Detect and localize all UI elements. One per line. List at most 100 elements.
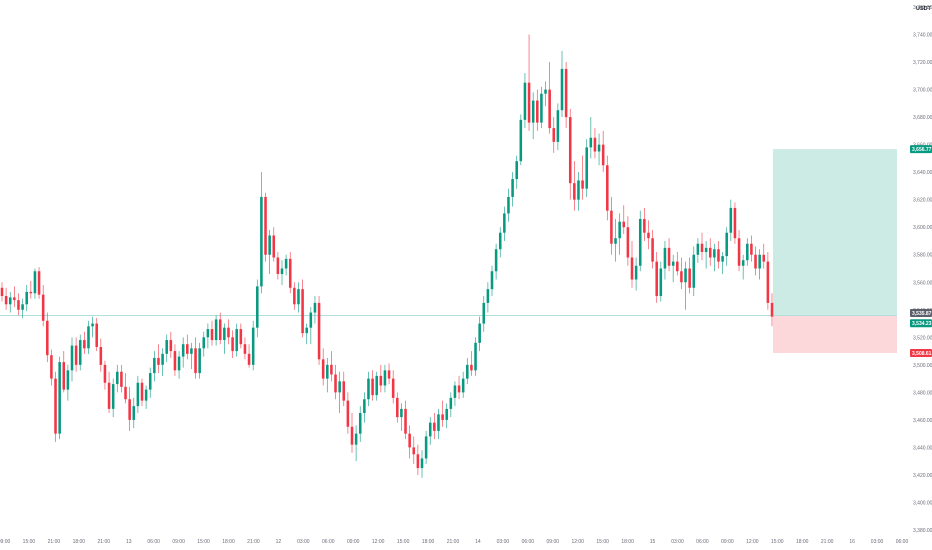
candle [589, 117, 593, 159]
time-axis-label: 18:00 [621, 539, 634, 545]
candle [519, 114, 523, 166]
candle [531, 92, 535, 140]
candle [445, 403, 448, 429]
candle [511, 172, 514, 207]
candle [614, 218, 617, 262]
time-axis-label: 03:00 [871, 539, 884, 545]
candle [161, 348, 164, 376]
candle [655, 251, 658, 303]
candle [354, 425, 358, 462]
price-axis-label: 3,740.00 [913, 33, 932, 39]
time-axis-label: 16 [849, 539, 855, 545]
candle [379, 364, 383, 393]
candle [83, 331, 86, 354]
candle [437, 408, 440, 440]
candle [116, 364, 119, 393]
candle [243, 337, 247, 360]
time-axis-label: 21:00 [98, 539, 111, 545]
candle [128, 386, 131, 431]
time-axis-label: 18:00 [796, 539, 809, 545]
candle [13, 286, 16, 308]
candle [4, 287, 8, 310]
time-axis-label: 18:00 [222, 539, 235, 545]
candle [87, 320, 90, 354]
price-axis-label: 3,600.00 [913, 225, 932, 231]
candle [766, 251, 770, 310]
candle [177, 351, 181, 379]
candle [725, 227, 728, 266]
candle [433, 413, 436, 440]
candle [573, 161, 576, 211]
candle [556, 103, 560, 151]
candle [37, 267, 41, 299]
candle [223, 323, 226, 354]
candle [120, 364, 123, 393]
candle [54, 371, 57, 442]
candlestick-series [0, 34, 774, 478]
candle [466, 357, 469, 385]
candle [441, 400, 444, 427]
candle [305, 323, 308, 345]
candle [301, 279, 304, 338]
candle [111, 378, 115, 418]
candle [523, 73, 527, 129]
candle [280, 260, 284, 286]
candle [21, 298, 24, 319]
candle [0, 282, 4, 302]
candle [593, 128, 597, 159]
candle [659, 261, 663, 302]
candle [737, 229, 741, 272]
price-axis-label: 3,640.00 [913, 170, 932, 176]
time-axis-label: 12 [276, 539, 282, 545]
candle [420, 450, 424, 478]
candle [231, 330, 234, 358]
candle [770, 293, 774, 327]
price-axis-label: 3,680.00 [913, 115, 932, 121]
price-axis-label: 3,620.00 [913, 198, 932, 204]
time-axis-label: 12:00 [746, 539, 759, 545]
candle [647, 220, 650, 250]
candle [408, 425, 411, 459]
candle [663, 240, 667, 280]
candle [17, 293, 20, 316]
time-axis-label: 21:00 [821, 539, 834, 545]
candle [577, 172, 580, 211]
time-axis[interactable]: 09:00 15:00 21:00 18:00 21:00 13 06:00 09:00 15:… [0, 539, 908, 545]
time-axis-label: 15 [650, 539, 656, 545]
stop-loss-zone[interactable] [773, 315, 897, 353]
candle [78, 334, 82, 371]
price-axis[interactable]: USDT 3,760.00 3,740.00 3,720.00 3,700.00 3,6… [913, 5, 932, 534]
candle [264, 192, 267, 262]
candle [272, 227, 276, 262]
time-axis-label: 15:00 [23, 539, 36, 545]
candle [103, 360, 107, 390]
time-axis-label: 15:00 [397, 539, 410, 545]
candle [536, 89, 539, 131]
candle [33, 268, 37, 299]
time-axis-label: 03:00 [671, 539, 684, 545]
candle [186, 334, 189, 360]
candle [313, 296, 317, 324]
currency-label: USDT [916, 6, 932, 12]
candle [62, 351, 66, 393]
price-axis-label: 3,580.00 [913, 253, 932, 259]
price-badges: 3,656.77 3,535.87 3,534.23 3,508.61 [910, 145, 932, 357]
time-axis-label: 09:00 [0, 539, 10, 545]
candle [326, 357, 329, 393]
candle [606, 155, 609, 221]
candle [239, 323, 243, 349]
long-position-tool[interactable] [773, 149, 897, 353]
candle [74, 337, 78, 372]
candle [367, 371, 370, 407]
candle [346, 392, 350, 434]
candle [247, 344, 251, 368]
take-profit-zone[interactable] [773, 149, 897, 316]
price-axis-label: 3,520.00 [913, 335, 932, 341]
price-axis-label: 3,440.00 [913, 445, 932, 451]
candle [634, 257, 638, 291]
candle [251, 320, 255, 371]
candle [371, 370, 374, 401]
time-axis-label: 18:00 [73, 539, 86, 545]
time-axis-label: 09:00 [721, 539, 734, 545]
